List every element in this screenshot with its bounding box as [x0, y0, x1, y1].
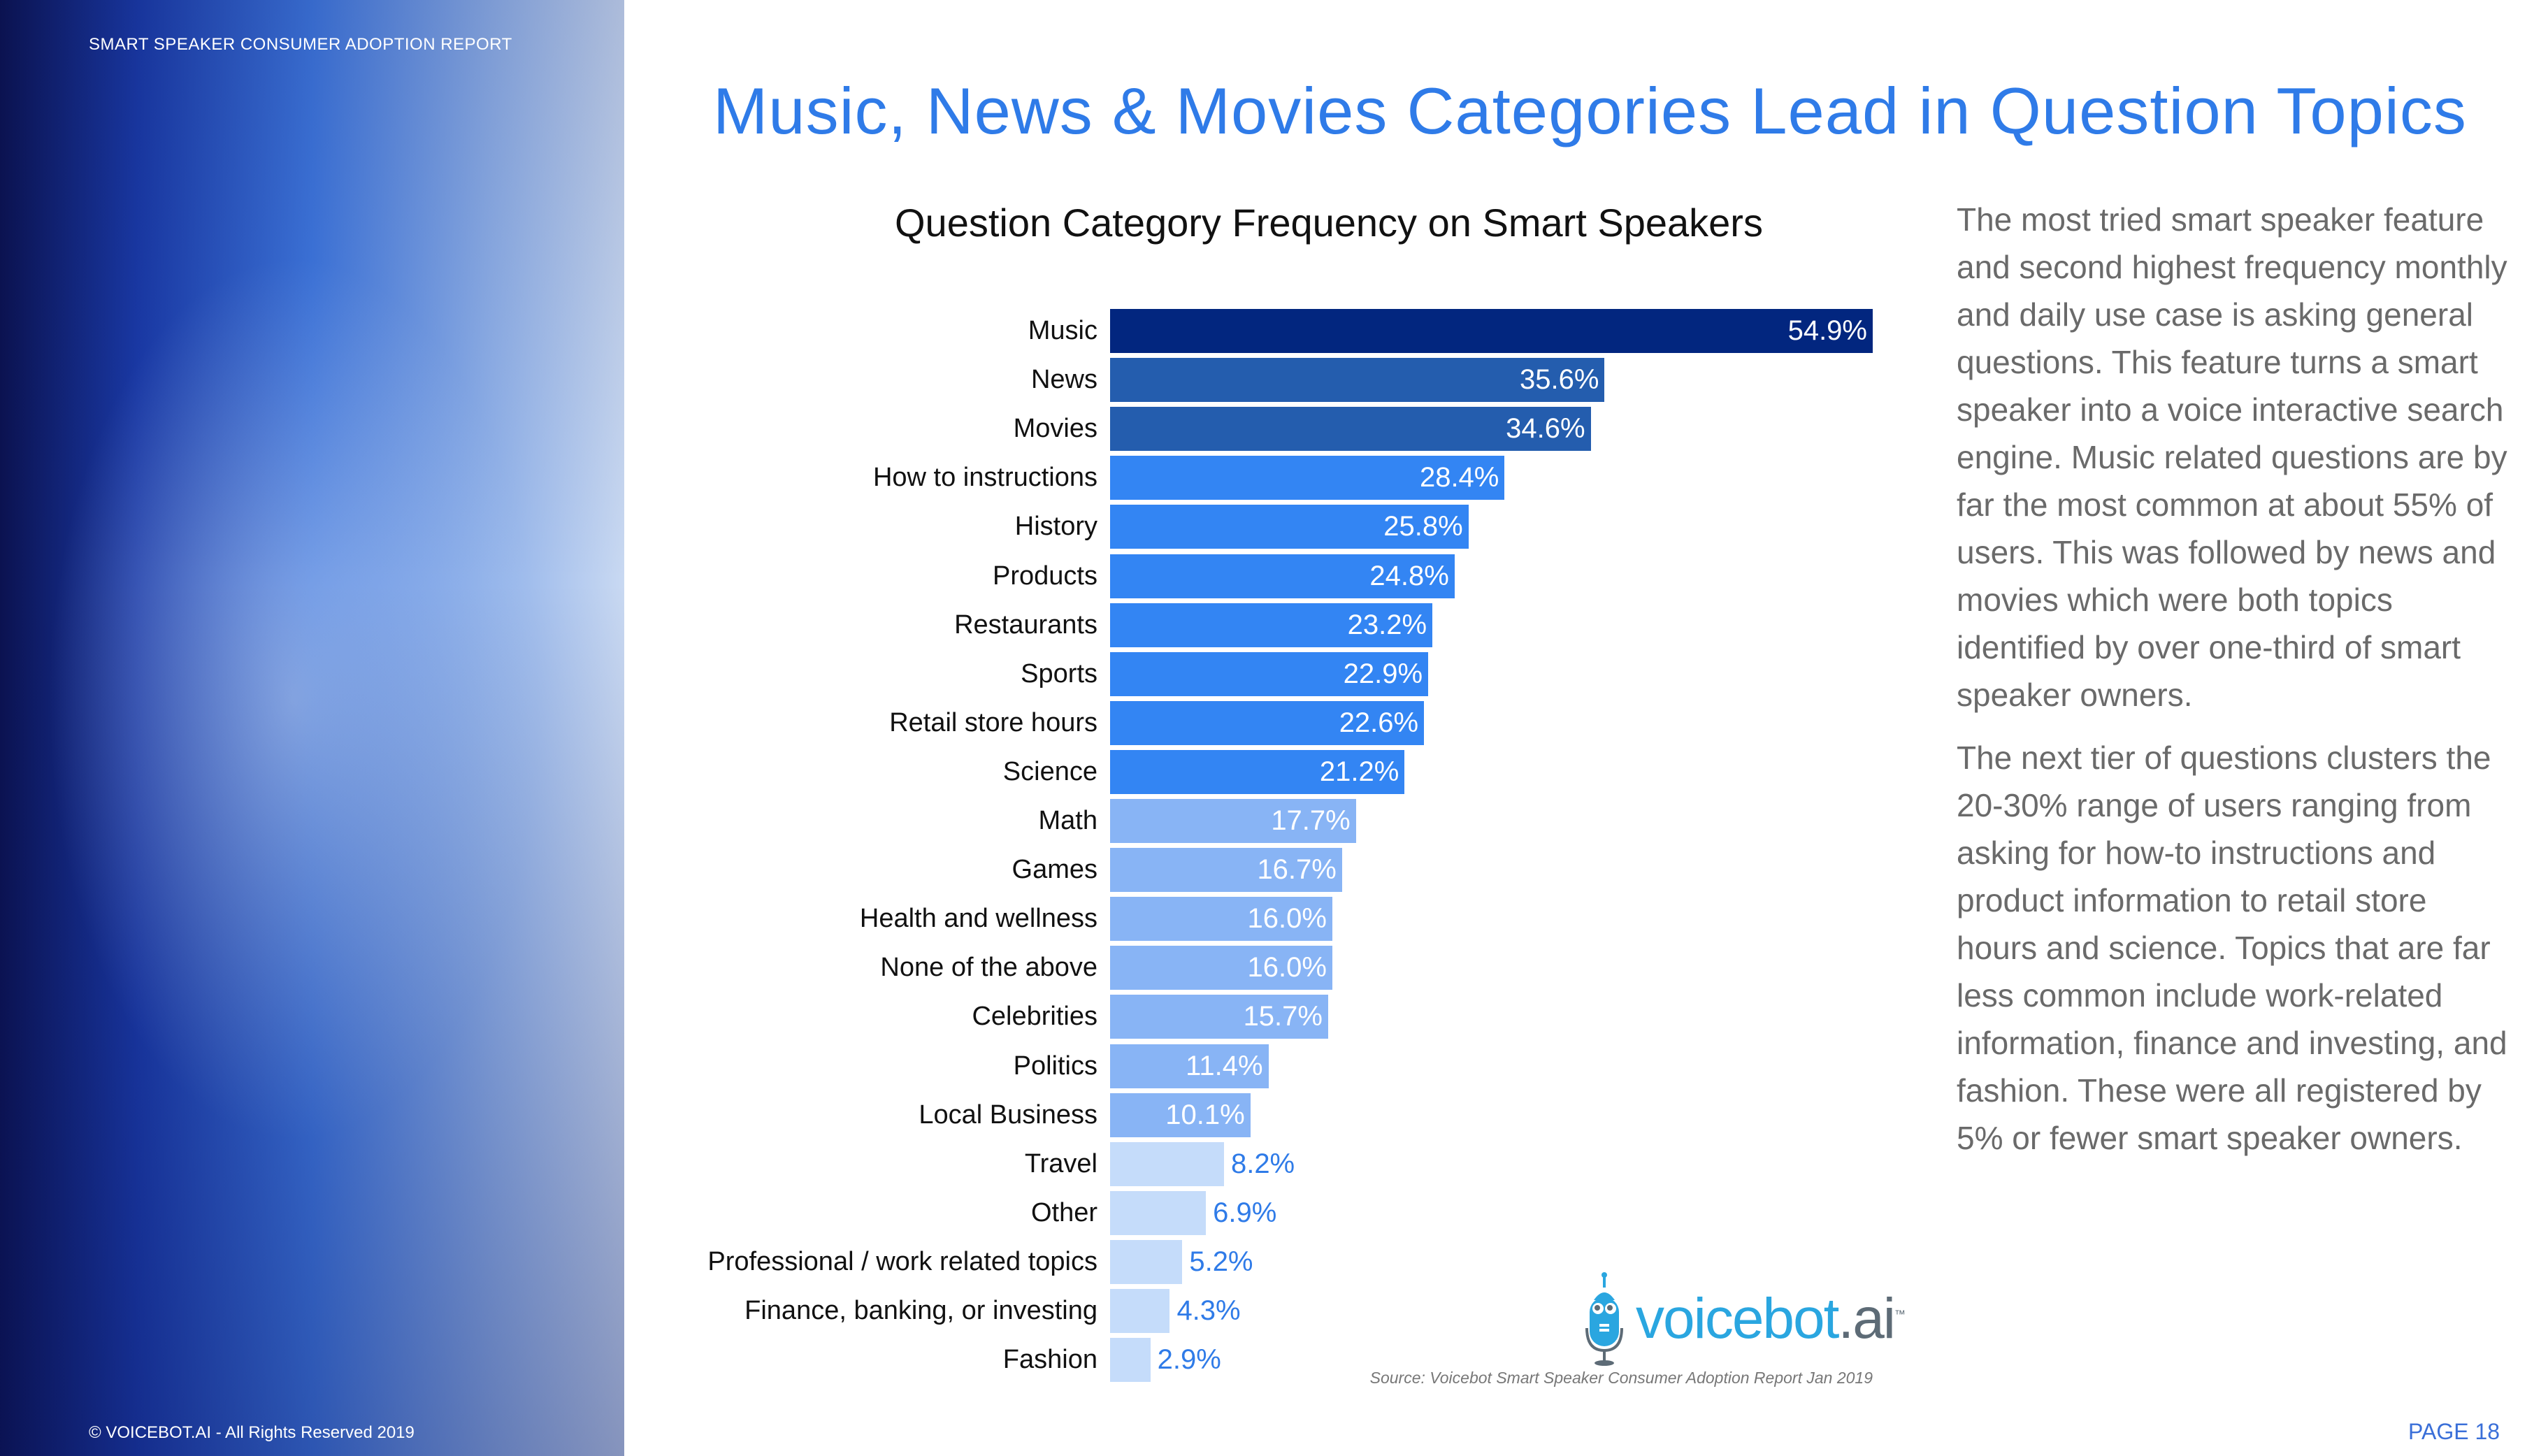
data-label: 6.9%: [1213, 1197, 1277, 1228]
data-label: 35.6%: [1520, 364, 1599, 396]
data-label: 22.9%: [1343, 658, 1423, 689]
data-label: 21.2%: [1319, 756, 1399, 787]
page-number: PAGE 18: [2408, 1419, 2500, 1444]
source-note: Source: Voicebot Smart Speaker Consumer …: [1369, 1369, 1873, 1387]
bar: [1110, 505, 1469, 549]
category-label: Music: [1028, 316, 1097, 345]
bar: [1110, 309, 1873, 353]
category-label: Travel: [1024, 1148, 1097, 1179]
bar: [1110, 358, 1605, 403]
category-label: Professional / work related topics: [707, 1246, 1097, 1276]
category-label: Local Business: [919, 1100, 1097, 1130]
bar: [1110, 799, 1356, 843]
category-label: Retail store hours: [889, 707, 1097, 737]
category-label: How to instructions: [872, 463, 1097, 493]
data-label: 54.9%: [1787, 315, 1867, 346]
robot-mic-icon: [1585, 1272, 1623, 1366]
copyright: © VOICEBOT.AI - All Rights Reserved 2019: [89, 1423, 415, 1442]
bar: [1110, 554, 1455, 598]
data-label: 25.8%: [1383, 511, 1463, 542]
category-label: Celebrities: [972, 1002, 1097, 1032]
bar: [1110, 1338, 1151, 1383]
category-label: Games: [1012, 855, 1097, 885]
data-label: 17.7%: [1271, 805, 1351, 836]
voicebot-logo: voicebot.ai™: [1573, 1272, 1906, 1367]
page-title: Music, News & Movies Categories Lead in …: [713, 74, 2467, 147]
bar: [1110, 946, 1332, 990]
data-label: 28.4%: [1419, 462, 1499, 493]
bar: [1110, 456, 1505, 500]
paragraph-1: The most tried smart speaker feature and…: [1957, 201, 2507, 713]
data-label: 22.6%: [1339, 707, 1419, 738]
data-label: 16.7%: [1257, 854, 1337, 886]
bar: [1110, 651, 1429, 696]
bar: [1110, 1044, 1269, 1088]
background-photo-panel: [0, 0, 624, 1456]
category-label: Math: [1038, 806, 1097, 835]
category-label: Fashion: [1002, 1345, 1097, 1375]
data-label: 24.8%: [1369, 560, 1449, 591]
bar: [1110, 700, 1425, 745]
data-label: 15.7%: [1243, 1001, 1323, 1032]
data-label: 16.0%: [1247, 952, 1327, 983]
category-label: Sports: [1021, 658, 1097, 689]
category-label: Restaurants: [954, 610, 1097, 640]
bar: [1110, 1093, 1251, 1137]
data-label: 23.2%: [1347, 609, 1427, 640]
data-label: 10.1%: [1165, 1099, 1245, 1130]
data-label: 16.0%: [1247, 903, 1327, 935]
category-label: News: [1030, 365, 1097, 395]
bar: [1110, 995, 1328, 1039]
category-label: Finance, banking, or investing: [744, 1296, 1097, 1325]
data-label: 2.9%: [1157, 1344, 1221, 1376]
category-label: Movies: [1013, 414, 1097, 444]
bar: [1110, 1141, 1224, 1186]
bar: [1110, 1190, 1207, 1235]
category-label: History: [1014, 512, 1097, 542]
data-label: 4.3%: [1176, 1295, 1241, 1326]
bar: [1110, 1289, 1170, 1333]
data-label: 34.6%: [1506, 413, 1585, 445]
body-text: The most tried smart speaker feature and…: [1957, 196, 2516, 1162]
chart-title: Question Category Frequency on Smart Spe…: [895, 201, 1763, 245]
bar: [1110, 897, 1332, 942]
paragraph-2: The next tier of questions clusters the …: [1957, 740, 2507, 1156]
category-label: Products: [993, 561, 1097, 591]
bar: [1110, 603, 1433, 647]
data-label: 11.4%: [1186, 1050, 1263, 1081]
data-label: 5.2%: [1189, 1246, 1253, 1277]
logo-wordmark: voicebot.ai™: [1636, 1287, 1906, 1350]
category-label: Health and wellness: [859, 904, 1097, 934]
background-photo-shade: [0, 0, 624, 1456]
category-label: Politics: [1013, 1051, 1097, 1081]
data-label: 8.2%: [1230, 1148, 1295, 1179]
bar: [1110, 848, 1342, 893]
bar: [1110, 749, 1405, 794]
category-label: Science: [1002, 756, 1097, 786]
bar: [1110, 407, 1591, 452]
bar: [1110, 1239, 1183, 1284]
category-label: Other: [1030, 1197, 1097, 1227]
category-label: None of the above: [880, 953, 1097, 983]
report-label: SMART SPEAKER CONSUMER ADOPTION REPORT: [89, 35, 512, 54]
